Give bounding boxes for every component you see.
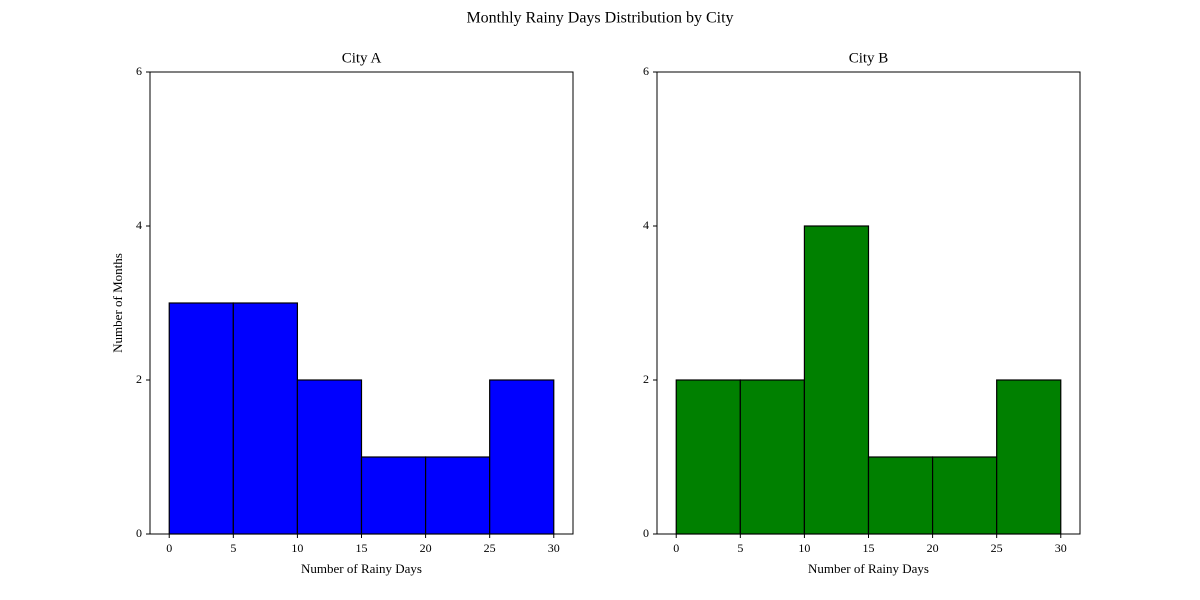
y-tick-label: 4 [136,218,142,232]
bar [867,456,934,535]
y-tick-label: 0 [643,526,649,540]
x-tick-label: 30 [1055,541,1067,555]
x-tick-label: 10 [798,541,810,555]
bar [739,379,806,535]
bar [296,379,363,535]
axes-title: City B [849,50,889,66]
bar [675,379,741,535]
bar [489,379,555,535]
x-axis-label: Number of Rainy Days [301,561,422,576]
y-tick-label: 4 [643,218,649,232]
bar [996,379,1062,535]
axes-title: City A [342,50,382,66]
x-tick-label: 5 [230,541,236,555]
x-tick-label: 15 [863,541,875,555]
x-tick-label: 0 [166,541,172,555]
x-tick-label: 20 [420,541,432,555]
x-tick-label: 10 [291,541,303,555]
bar [360,456,427,535]
x-tick-label: 0 [673,541,679,555]
x-tick-label: 15 [356,541,368,555]
bar [931,456,998,535]
x-tick-label: 25 [484,541,496,555]
x-tick-label: 5 [737,541,743,555]
y-tick-label: 0 [136,526,142,540]
y-tick-label: 2 [643,372,649,386]
bar [424,456,491,535]
bar [232,302,299,535]
bar [168,302,234,535]
x-tick-label: 30 [548,541,560,555]
x-axis-label: Number of Rainy Days [808,561,929,576]
figure-title: Monthly Rainy Days Distribution by City [466,10,733,27]
y-tick-label: 2 [136,372,142,386]
y-tick-label: 6 [643,64,649,78]
x-tick-label: 25 [991,541,1003,555]
x-tick-label: 20 [927,541,939,555]
y-tick-label: 6 [136,64,142,78]
bar [803,225,870,535]
y-axis-label: Number of Months [110,253,125,353]
